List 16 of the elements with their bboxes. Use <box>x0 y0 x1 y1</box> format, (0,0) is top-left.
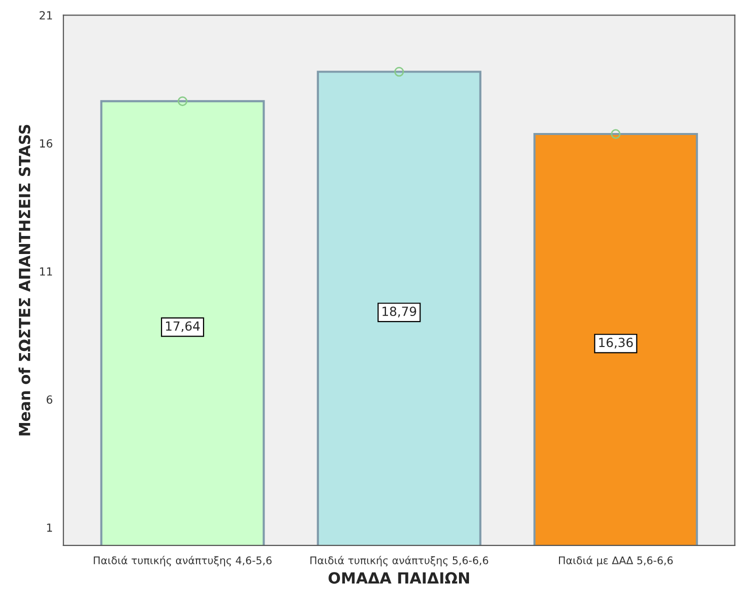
y-tick-label: 16 <box>40 139 52 148</box>
x-tick-label: Παιδιά τυπικής ανάπτυξης 5,6-6,6 <box>310 556 488 566</box>
point <box>178 96 188 106</box>
data-label: 16,36 <box>599 338 633 348</box>
x-tick-label: Παιδιά τυπικής ανάπτυξης 4,6-5,6 <box>94 556 272 566</box>
y-tick-label: 21 <box>40 11 52 20</box>
data-label: 18,79 <box>382 306 416 318</box>
y-tick-label: 1 <box>47 524 52 532</box>
y-tick-label: 11 <box>40 267 52 276</box>
y-axis-title: Mean of ΣΩΣΤΕΣ ΑΠΑΝΤΗΣΕΙΣ STASS <box>18 124 30 436</box>
point <box>394 66 404 77</box>
point <box>610 129 621 139</box>
x-axis-title: ΟΜΑΔΑ ΠΑΙΔΙΩΝ <box>328 572 469 584</box>
x-tick-label: Παιδιά με ΔΑΔ 5,6-6,6 <box>558 556 673 566</box>
data-label: 17,64 <box>166 321 200 332</box>
y-tick-label: 6 <box>46 395 52 404</box>
